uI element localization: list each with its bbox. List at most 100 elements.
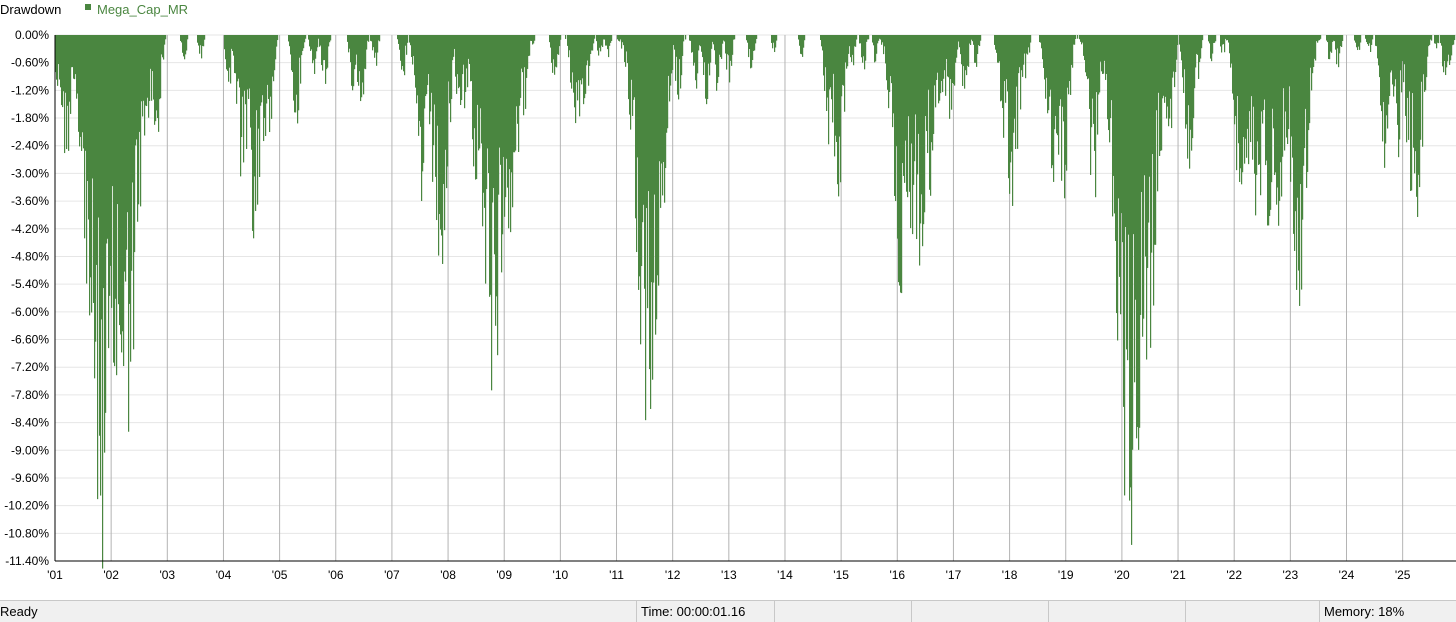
drawdown-bar	[643, 35, 645, 205]
drawdown-bar	[89, 35, 91, 316]
drawdown-bar	[1192, 35, 1194, 139]
drawdown-bar	[1118, 35, 1120, 199]
drawdown-bar	[1315, 35, 1317, 61]
drawdown-bar	[717, 35, 719, 83]
drawdown-bar	[1156, 35, 1158, 111]
drawdown-bar	[411, 35, 413, 58]
drawdown-bar	[321, 35, 323, 66]
drawdown-bar	[1262, 35, 1264, 124]
drawdown-bar	[685, 35, 687, 40]
drawdown-bar	[1388, 35, 1390, 105]
drawdown-bar	[825, 35, 827, 68]
drawdown-bar	[567, 35, 569, 46]
drawdown-bar	[1111, 35, 1113, 101]
drawdown-bar	[266, 35, 268, 104]
drawdown-bar	[550, 35, 552, 48]
drawdown-bar	[226, 35, 228, 70]
drawdown-bar	[1085, 35, 1087, 73]
drawdown-bar	[85, 35, 87, 151]
drawdown-bar	[1201, 35, 1203, 49]
drawdown-bar	[828, 35, 830, 145]
drawdown-bar	[203, 35, 205, 47]
drawdown-bar	[56, 35, 58, 80]
drawdown-bar	[533, 35, 535, 44]
drawdown-bar	[756, 35, 758, 39]
drawdown-bar	[1237, 35, 1239, 97]
drawdown-bar	[1300, 35, 1302, 185]
status-ready: Ready	[0, 604, 38, 619]
drawdown-bar	[359, 35, 361, 72]
drawdown-bar	[527, 35, 529, 69]
drawdown-bar	[1404, 35, 1406, 65]
drawdown-bar	[488, 35, 490, 174]
drawdown-bar	[1045, 35, 1047, 99]
drawdown-bar	[430, 35, 432, 112]
drawdown-bar	[969, 35, 971, 44]
drawdown-bar	[1053, 35, 1055, 182]
drawdown-bar	[1139, 35, 1141, 428]
x-tick-label: '19	[1058, 568, 1074, 582]
drawdown-bar	[863, 35, 865, 57]
drawdown-bar	[657, 35, 659, 276]
drawdown-bar	[1446, 35, 1448, 68]
drawdown-bar	[1286, 35, 1288, 138]
drawdown-bar	[151, 35, 153, 101]
drawdown-bar	[565, 35, 567, 39]
drawdown-bar	[316, 35, 318, 52]
drawdown-bar	[376, 35, 378, 66]
drawdown-bar	[1121, 35, 1123, 214]
drawdown-bar	[1146, 35, 1148, 360]
drawdown-bar	[854, 35, 856, 47]
drawdown-bar	[1091, 35, 1093, 128]
drawdown-bar	[92, 35, 94, 179]
drawdown-bar	[427, 35, 429, 86]
drawdown-bar	[1115, 35, 1117, 241]
drawdown-bar	[591, 35, 593, 51]
legend-entry-mega-cap-mr[interactable]: Mega_Cap_MR	[97, 2, 188, 17]
drawdown-bar	[1141, 35, 1143, 192]
drawdown-bar	[1305, 35, 1307, 109]
drawdown-bar	[367, 35, 369, 41]
drawdown-bar	[557, 35, 559, 55]
drawdown-bar	[439, 35, 441, 215]
drawdown-bar	[371, 35, 373, 42]
drawdown-bar	[1086, 35, 1088, 77]
drawdown-bar	[1434, 35, 1436, 44]
drawdown-bar	[936, 35, 938, 80]
drawdown-bar	[822, 35, 824, 51]
drawdown-bar	[375, 35, 377, 53]
drawdown-bar	[260, 35, 262, 106]
drawdown-bar	[721, 35, 723, 59]
drawdown-bar	[406, 35, 408, 55]
drawdown-bar	[1453, 35, 1455, 45]
drawdown-bar	[1039, 35, 1041, 43]
drawdown-bar	[582, 35, 584, 79]
drawdown-bar	[1019, 35, 1021, 68]
y-axis-labels: 0.00% -0.60% -1.20% -1.80% -2.40% -3.00% -3.60…	[4, 28, 49, 568]
drawdown-bar	[1268, 35, 1270, 226]
drawdown-bar	[801, 35, 803, 55]
drawdown-bar	[670, 35, 672, 86]
drawdown-bar	[609, 35, 611, 46]
drawdown-bar	[144, 35, 146, 136]
drawdown-bar	[868, 35, 870, 40]
drawdown-bar	[751, 35, 753, 68]
drawdown-bar	[1316, 35, 1318, 42]
drawdown-bar	[108, 35, 110, 349]
drawdown-bar	[1056, 35, 1058, 134]
drawdown-bar	[432, 35, 434, 182]
drawdown-bar	[347, 35, 349, 42]
drawdown-bar	[148, 35, 150, 118]
drawdown-bar	[1255, 35, 1257, 216]
drawdown-bar	[532, 35, 534, 45]
drawdown-bar	[400, 35, 402, 61]
drawdown-bar	[703, 35, 705, 76]
x-tick-label: '06	[328, 568, 344, 582]
drawdown-bar	[965, 35, 967, 71]
drawdown-bar	[772, 35, 774, 49]
status-empty-3	[1048, 601, 1185, 622]
drawdown-bar	[60, 35, 62, 88]
drawdown-bar	[610, 35, 612, 43]
drawdown-bar	[437, 35, 439, 126]
drawdown-bar	[1360, 35, 1362, 43]
